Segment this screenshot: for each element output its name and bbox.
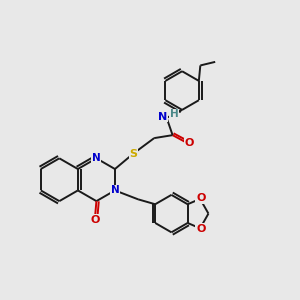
- Text: O: O: [196, 193, 206, 203]
- Text: O: O: [196, 224, 206, 234]
- Text: N: N: [111, 185, 119, 195]
- Text: S: S: [129, 148, 137, 159]
- Text: N: N: [158, 112, 167, 122]
- Text: O: O: [90, 215, 100, 225]
- Text: O: O: [185, 139, 194, 148]
- Text: N: N: [92, 153, 101, 163]
- Text: H: H: [170, 109, 179, 119]
